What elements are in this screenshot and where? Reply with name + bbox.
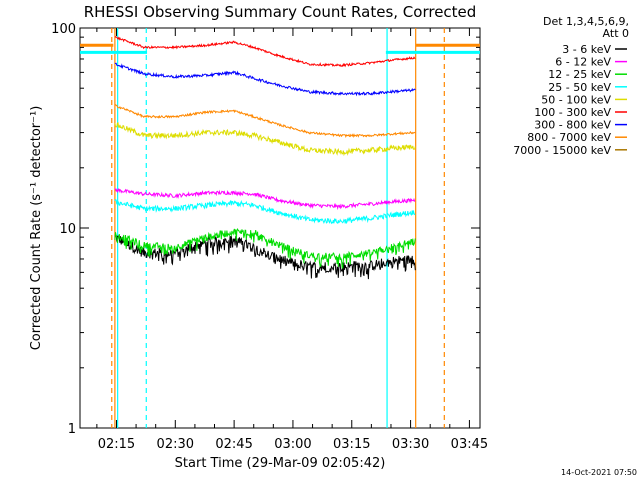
y-tick-label-1: 1 [68,422,76,437]
legend-label-3-6-kev: 3 - 6 keV [562,43,611,56]
y-axis-label: Corrected Count Rate (s⁻¹ detector⁻¹) [29,106,44,351]
legend-label-300-800-kev: 300 - 800 keV [534,119,611,132]
series-line-50-100-kev [114,122,416,157]
legend-header-line-1: Det 1,3,4,5,6,9, [543,15,629,28]
series-line-300-800-kev [114,62,416,97]
x-tick-label-0245: 02:45 [215,437,252,452]
legend-label-50-100-kev: 50 - 100 keV [541,93,611,106]
series-line-6-12-kev [114,188,416,211]
series-line-100-300-kev [114,36,416,68]
x-tick-label-0345: 03:45 [451,437,488,452]
series-line-800-7000-kev [114,104,416,139]
x-tick-label-0330: 03:30 [392,437,429,452]
y-tick-label-10: 10 [59,222,76,237]
legend-label-12-25-kev: 12 - 25 keV [548,68,611,81]
x-axis-label: Start Time (29-Mar-09 02:05:42) [175,456,386,471]
legend-label-100-300-kev: 100 - 300 keV [534,106,611,119]
legend-label-25-50-kev: 25 - 50 keV [548,81,611,94]
legend-label-800-7000-kev: 800 - 7000 keV [527,131,611,144]
legend-header-line-2: Att 0 [603,27,629,40]
plot-frame [79,27,481,429]
x-tick-label-0230: 02:30 [157,437,194,452]
series-line-3-6-kev [114,235,416,280]
series-line-25-50-kev [114,199,416,225]
chart-title: RHESSI Observing Summary Count Rates, Co… [84,3,477,21]
series-line-12-25-kev [114,227,416,270]
footer-timestamp: 14-Oct-2021 07:50 [561,468,637,477]
legend-label-7000-15000-kev: 7000 - 15000 keV [513,144,611,157]
axes: 1 10 100 02:15 02:30 02:45 03:00 03:15 03:30 03:4… [51,22,488,452]
legend-label-6-12-kev: 6 - 12 keV [555,56,611,69]
y-tick-label-100: 100 [51,22,76,37]
x-tick-label-0215: 02:15 [98,437,135,452]
x-tick-label-0315: 03:15 [333,437,370,452]
x-tick-label-0300: 03:00 [274,437,311,452]
plot-area [80,28,480,428]
